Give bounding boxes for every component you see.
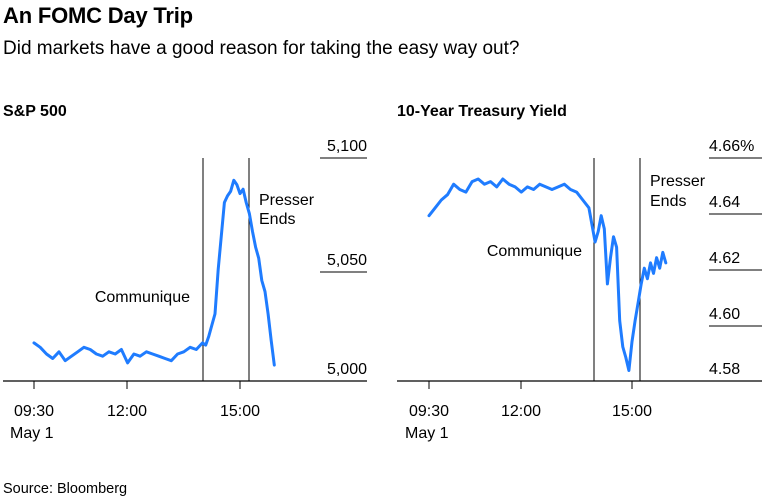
sp500-chart: S&P 500 5,100 5,050 5,000 09:30 12:00 15… [3, 103, 367, 442]
page-title: An FOMC Day Trip [3, 3, 193, 28]
treasury-communique-label: Communique [487, 243, 582, 260]
treasury-title: 10-Year Treasury Yield [397, 103, 567, 120]
sp500-communique-label: Communique [95, 289, 190, 306]
treasury-y-tick-label: 4.58 [709, 361, 740, 378]
treasury-presser-label-line1: Presser [650, 173, 706, 190]
source-note: Source: Bloomberg [3, 481, 128, 497]
sp500-x-tick-label: 09:30 [14, 403, 54, 420]
treasury-x-tick-label: 09:30 [409, 403, 449, 420]
charts-canvas: S&P 500 5,100 5,050 5,000 09:30 12:00 15… [3, 103, 762, 442]
sp500-title: S&P 500 [3, 103, 67, 120]
treasury-x-tick-label: 15:00 [612, 403, 652, 420]
sp500-y-tick-label: 5,050 [327, 252, 367, 269]
sp500-x-sublabel: May 1 [10, 425, 54, 442]
treasury-y-tick-label: 4.60 [709, 306, 740, 323]
sp500-presser-label-line2: Ends [259, 211, 295, 228]
sp500-series-line [32, 178, 276, 367]
sp500-x-tick-label: 12:00 [107, 403, 147, 420]
sp500-presser-label-line1: Presser [259, 192, 315, 209]
treasury-chart: 10-Year Treasury Yield 4.66% 4.64 4.62 4… [397, 103, 762, 442]
treasury-presser-label-line2: Ends [650, 193, 686, 210]
treasury-y-tick-label: 4.66% [709, 138, 754, 155]
page-subtitle: Did markets have a good reason for takin… [3, 38, 520, 59]
treasury-series-line [427, 177, 668, 372]
treasury-y-tick-label: 4.64 [709, 194, 740, 211]
sp500-y-tick-label: 5,000 [327, 361, 367, 378]
treasury-x-tick-label: 12:00 [501, 403, 541, 420]
treasury-y-tick-label: 4.62 [709, 250, 740, 267]
treasury-x-sublabel: May 1 [405, 425, 449, 442]
sp500-y-tick-label: 5,100 [327, 138, 367, 155]
sp500-x-tick-label: 15:00 [220, 403, 260, 420]
